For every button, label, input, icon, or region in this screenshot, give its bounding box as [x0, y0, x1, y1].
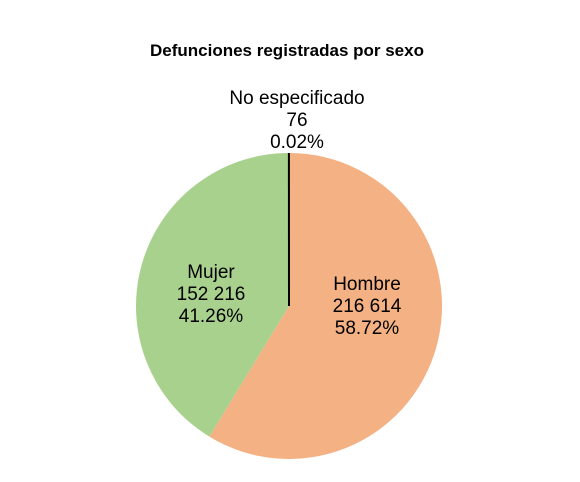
slice-label-hombre: Hombre — [333, 274, 401, 295]
slice-label-no-especificado: No especificado — [229, 88, 364, 109]
slice-label-mujer: Mujer — [187, 262, 235, 283]
slice-percent-label-mujer: 41.26% — [179, 306, 244, 327]
slice-value-label-hombre: 216 614 — [333, 296, 402, 317]
chart-title: Defunciones registradas por sexo — [150, 41, 424, 60]
slice-percent-label-hombre: 58.72% — [335, 318, 400, 339]
slice-percent-label-no-especificado: 0.02% — [270, 132, 324, 153]
slice-value-label-no-especificado: 76 — [286, 110, 307, 131]
slice-value-label-mujer: 152 216 — [177, 284, 246, 305]
